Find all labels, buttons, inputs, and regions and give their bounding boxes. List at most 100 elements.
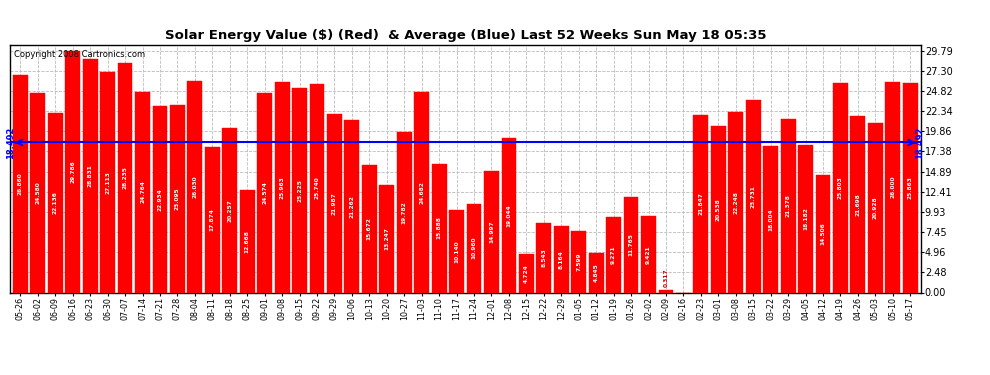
Bar <box>816 175 831 292</box>
Text: 0.317: 0.317 <box>663 268 668 286</box>
Text: 20.538: 20.538 <box>716 198 721 220</box>
Text: 7.599: 7.599 <box>576 252 581 271</box>
Bar <box>868 123 883 292</box>
Bar <box>624 197 639 292</box>
Bar <box>327 114 342 292</box>
Text: 21.378: 21.378 <box>786 194 791 217</box>
Text: 12.668: 12.668 <box>245 230 249 252</box>
Bar <box>885 81 900 292</box>
Text: 21.847: 21.847 <box>698 192 703 215</box>
Bar <box>711 126 726 292</box>
Bar <box>519 254 534 292</box>
Bar <box>187 81 202 292</box>
Bar <box>397 132 412 292</box>
Text: 26.000: 26.000 <box>890 176 895 198</box>
Text: 24.682: 24.682 <box>419 181 424 204</box>
Text: 4.724: 4.724 <box>524 264 529 283</box>
Bar <box>240 190 254 292</box>
Text: 22.934: 22.934 <box>157 188 162 211</box>
Text: 18.492: 18.492 <box>916 126 925 159</box>
Text: 18.182: 18.182 <box>803 207 808 230</box>
Bar <box>745 100 760 292</box>
Text: 26.030: 26.030 <box>192 176 197 198</box>
Bar <box>432 164 446 292</box>
Bar <box>118 63 133 292</box>
Text: 14.997: 14.997 <box>489 220 494 243</box>
Bar <box>362 165 377 292</box>
Bar <box>642 216 656 292</box>
Bar <box>257 93 272 292</box>
Bar <box>537 223 551 292</box>
Text: 10.960: 10.960 <box>471 237 476 259</box>
Bar <box>205 147 220 292</box>
Bar <box>274 82 289 292</box>
Bar <box>484 171 499 292</box>
Bar <box>850 116 865 292</box>
Text: 21.987: 21.987 <box>332 192 337 214</box>
Bar <box>589 253 604 292</box>
Text: 8.164: 8.164 <box>558 250 563 269</box>
Bar <box>223 128 238 292</box>
Text: 22.248: 22.248 <box>734 191 739 214</box>
Bar <box>571 231 586 292</box>
Text: 21.262: 21.262 <box>349 195 354 217</box>
Bar <box>729 112 743 292</box>
Bar <box>553 226 568 292</box>
Bar <box>100 72 115 292</box>
Bar <box>310 84 325 292</box>
Text: 19.782: 19.782 <box>402 201 407 223</box>
Text: 10.140: 10.140 <box>454 240 459 262</box>
Bar <box>798 145 813 292</box>
Bar <box>693 115 708 292</box>
Bar <box>83 58 98 292</box>
Text: 18.492: 18.492 <box>6 126 15 159</box>
Bar <box>502 138 517 292</box>
Text: 17.874: 17.874 <box>210 209 215 231</box>
Text: 9.421: 9.421 <box>646 245 651 264</box>
Bar <box>414 92 429 292</box>
Text: 20.257: 20.257 <box>228 199 233 222</box>
Bar <box>781 119 796 292</box>
Text: 9.271: 9.271 <box>611 246 616 264</box>
Text: 25.863: 25.863 <box>908 176 913 199</box>
Bar <box>152 106 167 292</box>
Text: 25.225: 25.225 <box>297 179 302 202</box>
Bar <box>833 83 847 292</box>
Text: 25.803: 25.803 <box>838 176 842 199</box>
Text: 28.235: 28.235 <box>123 166 128 189</box>
Bar <box>449 210 464 292</box>
Text: 29.786: 29.786 <box>70 160 75 183</box>
Bar <box>292 88 307 292</box>
Bar <box>658 290 673 292</box>
Bar <box>379 185 394 292</box>
Text: 11.765: 11.765 <box>629 233 634 256</box>
Bar <box>13 75 28 292</box>
Text: 27.113: 27.113 <box>105 171 110 194</box>
Bar <box>65 51 80 292</box>
Text: 8.543: 8.543 <box>542 249 546 267</box>
Text: 25.740: 25.740 <box>315 177 320 200</box>
Text: 24.764: 24.764 <box>140 181 145 204</box>
Text: 24.580: 24.580 <box>36 182 41 204</box>
Text: 25.963: 25.963 <box>279 176 284 198</box>
Text: 18.004: 18.004 <box>768 208 773 231</box>
Text: 28.831: 28.831 <box>88 164 93 187</box>
Bar <box>903 82 918 292</box>
Bar <box>48 113 62 292</box>
Bar <box>345 120 359 292</box>
Bar <box>31 93 46 292</box>
Text: 26.860: 26.860 <box>18 172 23 195</box>
Text: 15.888: 15.888 <box>437 217 442 240</box>
Text: 15.672: 15.672 <box>367 217 372 240</box>
Text: 20.928: 20.928 <box>873 196 878 219</box>
Title: Solar Energy Value ($) (Red)  & Average (Blue) Last 52 Weeks Sun May 18 05:35: Solar Energy Value ($) (Red) & Average (… <box>164 30 766 42</box>
Bar <box>135 92 149 292</box>
Bar <box>466 204 481 292</box>
Bar <box>763 146 778 292</box>
Text: 24.574: 24.574 <box>262 182 267 204</box>
Text: 13.247: 13.247 <box>384 227 389 250</box>
Text: 23.095: 23.095 <box>175 188 180 210</box>
Text: Copyright 2008 Cartronics.com: Copyright 2008 Cartronics.com <box>15 50 146 59</box>
Text: 23.731: 23.731 <box>750 185 755 208</box>
Bar <box>606 217 621 292</box>
